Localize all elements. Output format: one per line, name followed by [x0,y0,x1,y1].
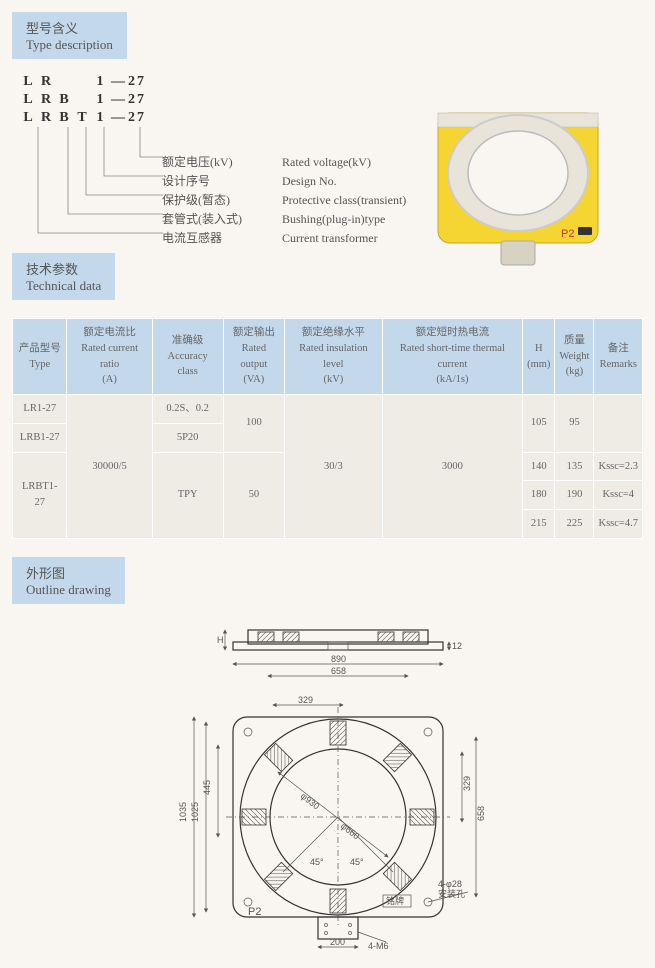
svg-text:45°: 45° [310,857,324,867]
svg-text:安装孔: 安装孔 [438,888,465,899]
svg-text:φ660: φ660 [338,820,361,841]
svg-text:200: 200 [330,937,345,947]
col-accuracy: 准确级Accuracy class [152,319,223,395]
section-type-description: 型号含义 Type description [12,12,127,59]
section-outline-drawing: 外形图 Outline drawing [12,557,125,604]
svg-text:P2: P2 [561,228,574,240]
col-output: 额定输出Rated output(VA) [223,319,284,395]
svg-text:45°: 45° [350,857,364,867]
svg-text:329: 329 [462,776,472,791]
svg-text:445: 445 [202,780,212,795]
svg-text:铭牌: 铭牌 [386,895,404,906]
technical-data-table: 产品型号Type 额定电流比Rated current ratio(A) 准确级… [12,318,643,539]
bracket-lines [18,73,168,253]
svg-text:4-M6: 4-M6 [368,941,389,951]
col-type: 产品型号Type [13,319,67,395]
product-photo: P2 [413,93,623,273]
svg-text:1025: 1025 [190,802,200,822]
svg-text:658: 658 [331,666,346,676]
svg-text:329: 329 [298,695,313,705]
svg-text:658: 658 [476,806,486,821]
section-technical-data: 技术参数 Technical data [12,253,115,300]
col-thermal: 额定短时热电流Rated short-time thermal current(… [382,319,522,395]
svg-text:φ930: φ930 [298,790,321,811]
col-remarks: 备注Remarks [594,319,643,395]
col-insulation: 额定绝缘水平Rated insulation level(kV) [285,319,383,395]
svg-text:890: 890 [331,654,346,664]
col-h: H(mm) [523,319,555,395]
svg-text:4-φ28: 4-φ28 [438,879,462,889]
svg-text:1035: 1035 [178,802,188,822]
section-title-cn: 型号含义 [26,18,113,37]
svg-text:12: 12 [452,641,462,651]
table-header-row: 产品型号Type 额定电流比Rated current ratio(A) 准确级… [13,319,643,395]
col-weight: 质量Weight(kg) [555,319,594,395]
section-title-en: Type description [26,37,113,53]
svg-text:P2: P2 [248,906,261,918]
col-ratio: 额定电流比Rated current ratio(A) [67,319,152,395]
table-row: LR1-27 30000/5 0.2S、0.2 100 30/3 3000 10… [13,395,643,424]
outline-drawing: H 12 890 658 1035 1025 445 [138,622,518,956]
svg-text:H: H [217,635,224,645]
